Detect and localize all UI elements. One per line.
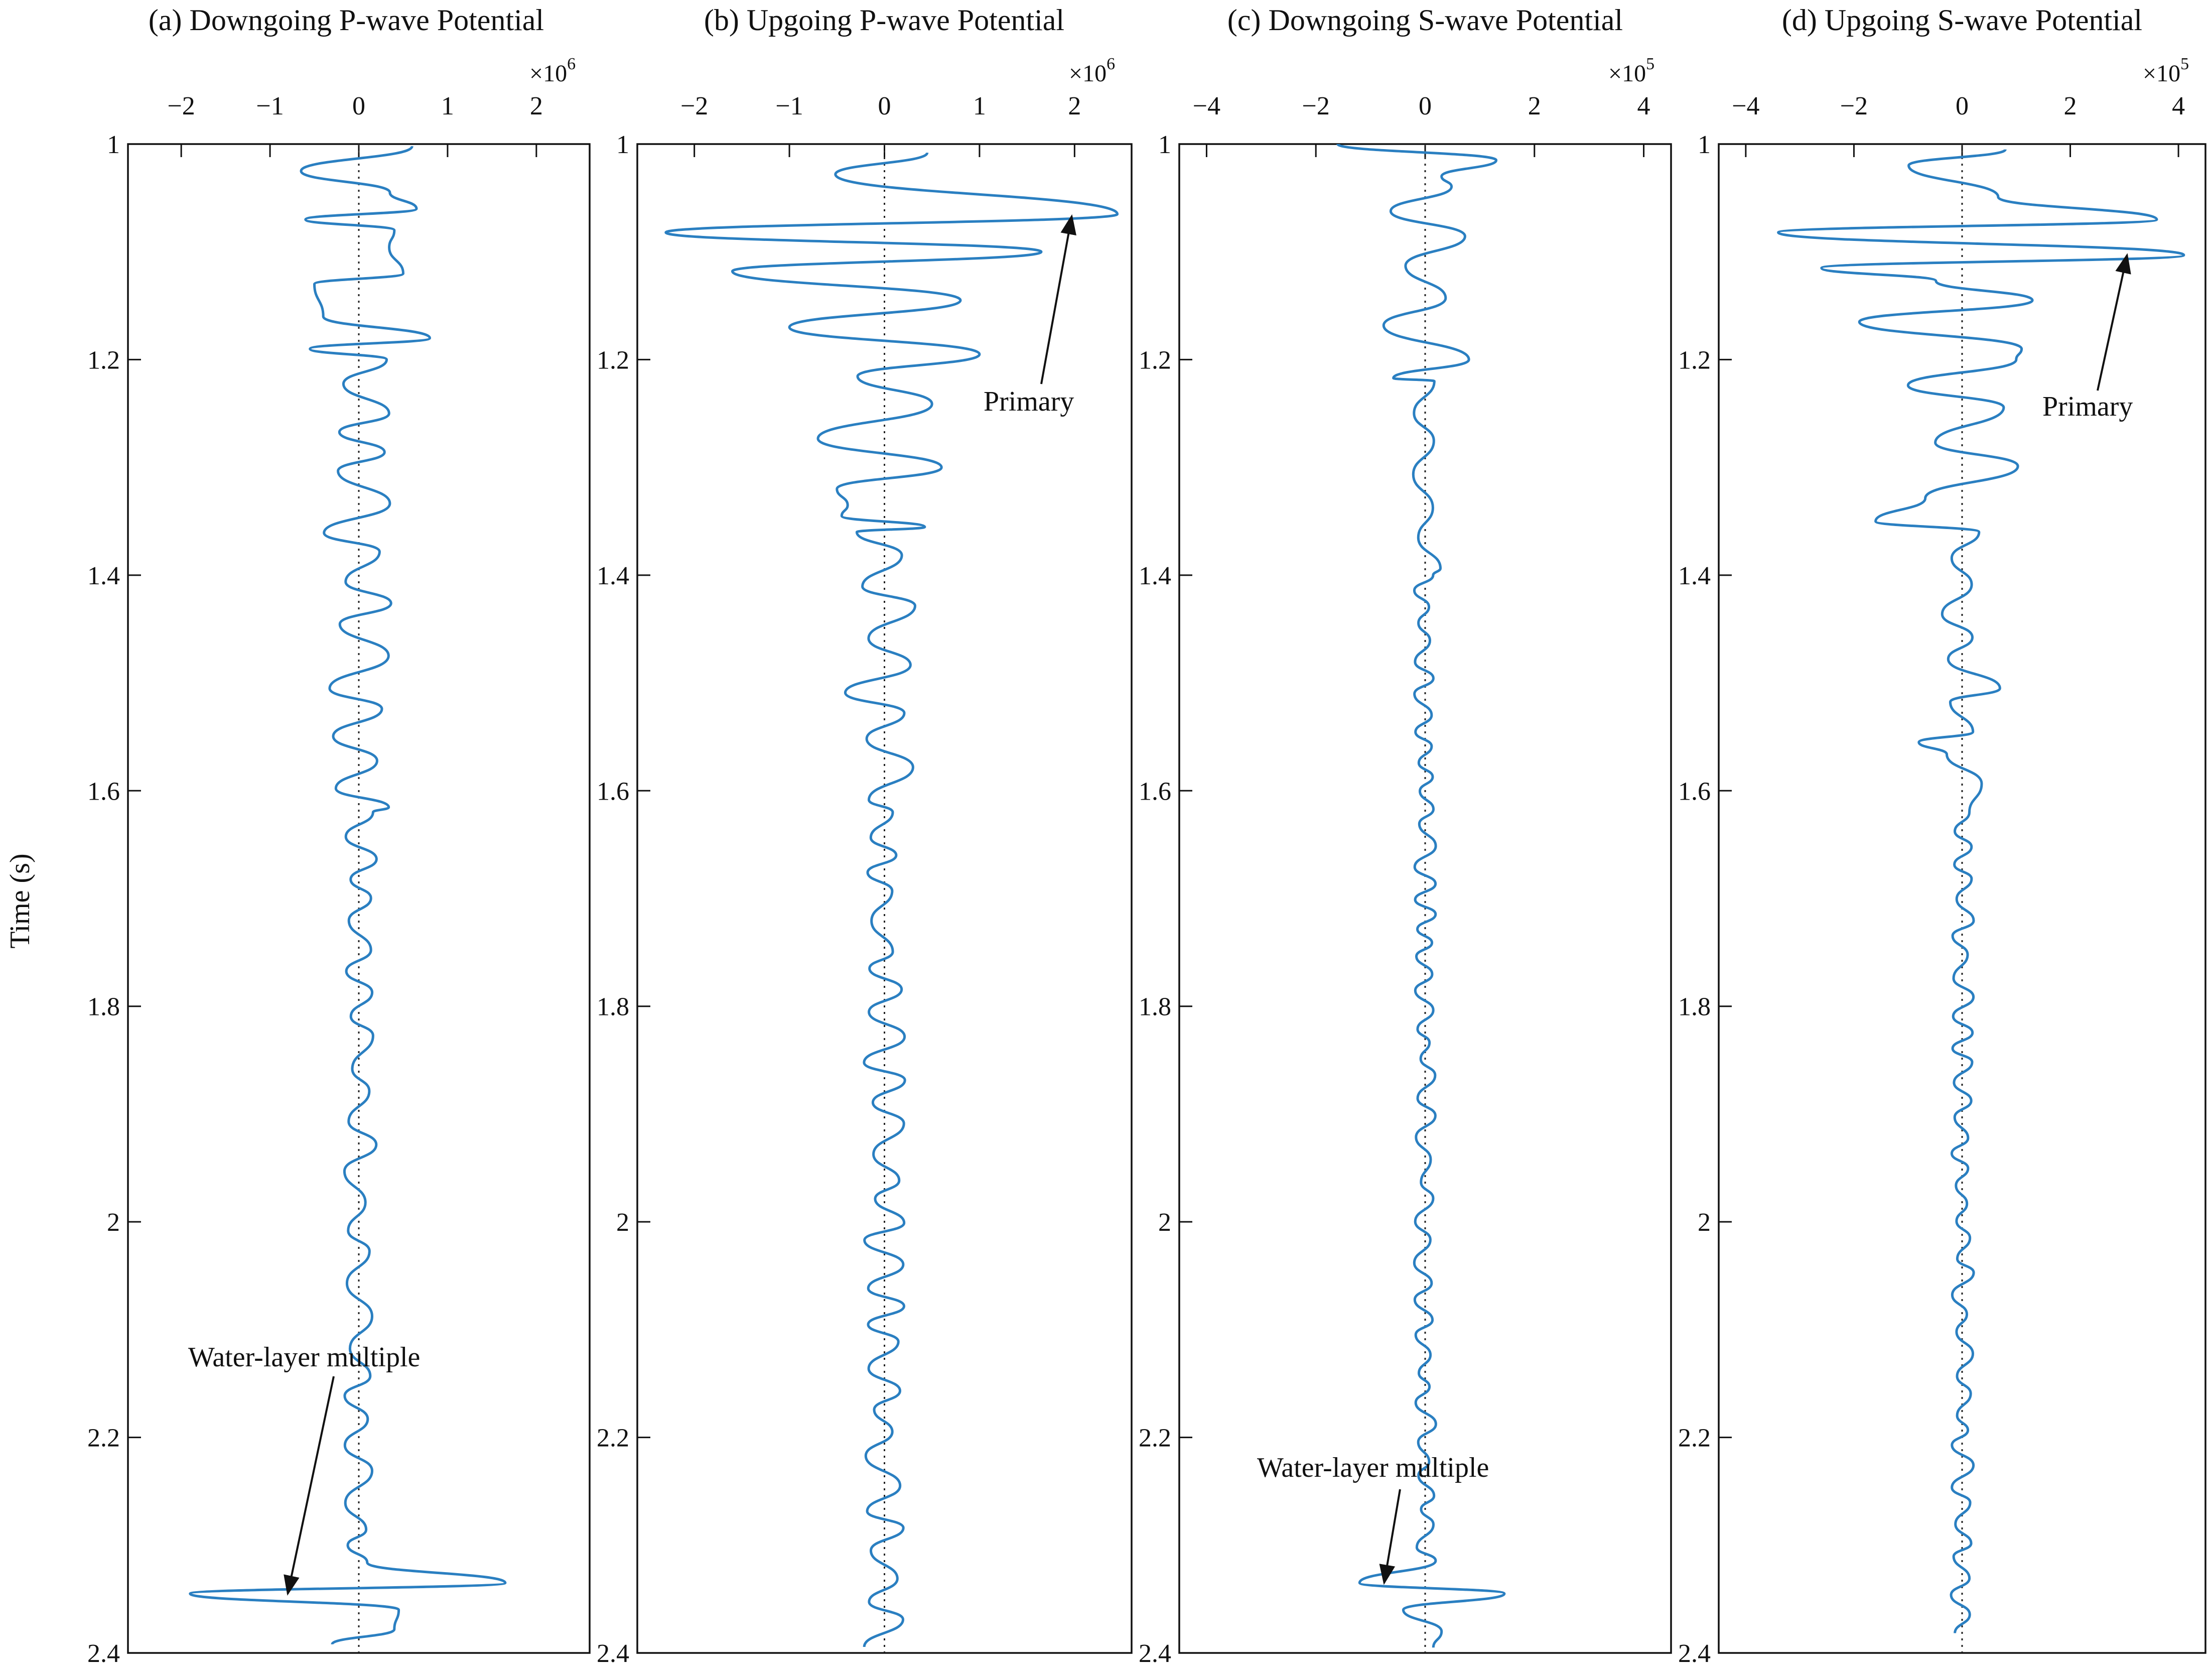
panel-a-ytick-label: 1.8 [87, 993, 120, 1021]
panel-a-multiplier-exponent: 6 [567, 55, 576, 73]
panel-a-ytick-label: 1.4 [87, 562, 120, 590]
panel-b-multiplier: ×106 [1069, 55, 1115, 87]
panel-b-xtick-label: −2 [680, 92, 708, 120]
panel-c-y-ticks: 1 1.2 1.4 1.6 1.8 2 2.2 2.4 [1139, 131, 1192, 1667]
panel-a-multiplier: ×106 [529, 55, 576, 87]
panel-d-frame [1718, 143, 2206, 1654]
panel-c-xtick-label: −2 [1302, 92, 1330, 120]
panel-a-ytick-label: 2 [107, 1208, 120, 1237]
panel-b-ytick-label: 2.4 [597, 1639, 629, 1667]
panel-d-ytick-label: 1.4 [1678, 562, 1711, 590]
panel-c-ytick-label: 1 [1158, 131, 1171, 159]
panel-c-ytick-label: 1.8 [1139, 993, 1171, 1021]
panel-b-ytick-label: 2.2 [597, 1424, 629, 1453]
panel-d-xtick-label: −2 [1840, 92, 1868, 120]
panel-a-multiplier-prefix: ×10 [529, 60, 567, 87]
panel-a-ytick-label: 1.2 [87, 346, 120, 374]
panel-d-x-ticks: −4 −2 0 2 4 [1732, 92, 2185, 157]
annotation-water-layer-multiple-a: Water-layer multiple [188, 1342, 420, 1373]
panel-b-ytick-label: 1 [616, 131, 629, 159]
panel-a-ytick-label: 2.4 [87, 1639, 120, 1667]
panel-d-trace [1777, 148, 2185, 1633]
panel-c-ytick-label: 2.4 [1139, 1639, 1171, 1667]
panel-c-xtick-label: 0 [1419, 92, 1432, 120]
panel-b-xtick-label: 2 [1068, 92, 1081, 120]
annotation-primary-b: Primary [984, 386, 1074, 417]
panel-d-ytick-label: 1.8 [1678, 993, 1711, 1021]
panel-d: (d) Upgoing S-wave Potential ×105 −4 −2 0 2… [1678, 4, 2206, 1667]
panel-b-trace [664, 152, 1119, 1647]
panel-b-frame [636, 143, 1133, 1654]
panel-c-ytick-label: 1.2 [1139, 346, 1171, 374]
annotation-primary-d: Primary [2042, 391, 2133, 422]
panel-c-xtick-label: −4 [1193, 92, 1220, 120]
panel-a-ytick-label: 1.6 [87, 777, 120, 806]
panel-d-ytick-label: 1 [1698, 131, 1711, 159]
panel-a: (a) Downgoing P-wave Potential ×106 −2 −1… [87, 4, 591, 1667]
annotation-arrow-c [1379, 1489, 1401, 1585]
panel-c-title: (c) Downgoing S-wave Potential [1227, 4, 1623, 37]
panel-c-multiplier-exponent: 5 [1646, 55, 1654, 73]
panel-a-xtick-label: −2 [167, 92, 195, 120]
panel-c-multiplier: ×105 [1608, 55, 1654, 87]
y-axis-label: Time (s) [5, 853, 36, 948]
panel-d-multiplier-exponent: 5 [2180, 55, 2189, 73]
panel-b-xtick-label: 0 [878, 92, 891, 120]
panel-c-x-ticks: −4 −2 0 2 4 [1193, 92, 1650, 157]
panel-a-xtick-label: 0 [352, 92, 365, 120]
panel-d-multiplier: ×105 [2143, 55, 2189, 87]
panel-b-x-ticks: −2 −1 0 1 2 [680, 92, 1081, 157]
panel-c-xtick-label: 4 [1637, 92, 1650, 120]
panel-b-xtick-label: −1 [775, 92, 803, 120]
annotation-arrow-a [284, 1376, 335, 1596]
panel-d-xtick-label: 4 [2172, 92, 2185, 120]
panel-d-title: (d) Upgoing S-wave Potential [1782, 4, 2142, 37]
panel-c-ytick-label: 2 [1158, 1208, 1171, 1237]
panel-d-ytick-label: 1.6 [1678, 777, 1711, 806]
panel-b-y-ticks: 1 1.2 1.4 1.6 1.8 2 2.2 2.4 [597, 131, 650, 1667]
panel-d-xtick-label: 2 [2064, 92, 2077, 120]
panel-a-xtick-label: −1 [256, 92, 284, 120]
panel-b-ytick-label: 1.6 [597, 777, 629, 806]
panel-a-trace [189, 146, 507, 1645]
panel-a-frame [127, 143, 591, 1654]
panel-c-ytick-label: 1.4 [1139, 562, 1171, 590]
panel-a-ytick-label: 1 [107, 131, 120, 159]
annotation-arrow-d [2097, 253, 2131, 391]
panel-a-y-ticks: 1 1.2 1.4 1.6 1.8 2 2.2 2.4 [87, 131, 141, 1667]
panel-d-y-ticks: 1 1.2 1.4 1.6 1.8 2 2.2 2.4 [1678, 131, 1732, 1667]
panel-b-title: (b) Upgoing P-wave Potential [704, 4, 1064, 37]
panel-a-xtick-label: 2 [530, 92, 543, 120]
panel-a-ytick-label: 2.2 [87, 1424, 120, 1453]
panel-b-multiplier-prefix: ×10 [1069, 60, 1107, 87]
panel-d-xtick-label: −4 [1732, 92, 1759, 120]
panel-d-ytick-label: 2.2 [1678, 1424, 1711, 1453]
panel-c-ytick-label: 2.2 [1139, 1424, 1171, 1453]
panel-c: (c) Downgoing S-wave Potential ×105 −4 −2… [1139, 4, 1672, 1667]
panel-c-trace [1336, 143, 1506, 1648]
panel-a-x-ticks: −2 −1 0 1 2 [167, 92, 543, 157]
panel-b-ytick-label: 2 [616, 1208, 629, 1237]
panel-a-title: (a) Downgoing P-wave Potential [149, 4, 544, 37]
panel-b-ytick-label: 1.2 [597, 346, 629, 374]
panel-b-multiplier-exponent: 6 [1107, 55, 1115, 73]
panel-b-xtick-label: 1 [973, 92, 986, 120]
annotation-water-layer-multiple-c: Water-layer multiple [1257, 1452, 1489, 1483]
panel-d-xtick-label: 0 [1956, 92, 1969, 120]
panel-b: (b) Upgoing P-wave Potential ×106 −2 −1 0 1… [597, 4, 1133, 1667]
panel-c-ytick-label: 1.6 [1139, 777, 1171, 806]
panel-d-multiplier-prefix: ×10 [2143, 60, 2180, 87]
annotation-arrow-b [1040, 214, 1076, 384]
panel-b-ytick-label: 1.4 [597, 562, 629, 590]
panel-c-multiplier-prefix: ×10 [1608, 60, 1646, 87]
panel-d-ytick-label: 2 [1698, 1208, 1711, 1237]
panel-b-ytick-label: 1.8 [597, 993, 629, 1021]
panel-a-xtick-label: 1 [441, 92, 454, 120]
panel-c-xtick-label: 2 [1528, 92, 1541, 120]
panel-d-ytick-label: 1.2 [1678, 346, 1711, 374]
panel-d-ytick-label: 2.4 [1678, 1639, 1711, 1667]
